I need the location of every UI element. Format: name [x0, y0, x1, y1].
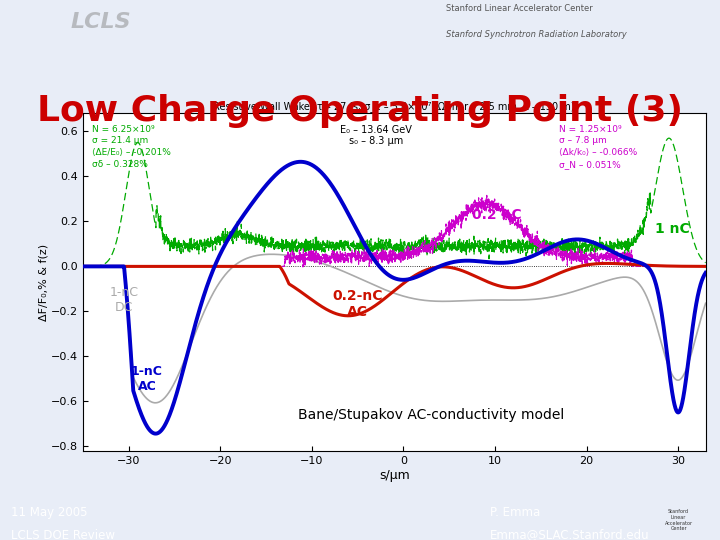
Text: P. Emma: P. Emma [490, 505, 540, 518]
Text: 1-nC
DC: 1-nC DC [109, 286, 138, 314]
Y-axis label: ΔF/F₀,% & f(z): ΔF/F₀,% & f(z) [38, 244, 48, 321]
Text: 0.2 nC: 0.2 nC [472, 208, 522, 222]
Text: Stanford Synchrotron Radiation Laboratory: Stanford Synchrotron Radiation Laborator… [446, 30, 627, 39]
Text: N = 1.25×10⁹
σ – 7.8 μm
⟨Δk/k₀⟩ – -0.066%
σ_N – 0.051%: N = 1.25×10⁹ σ – 7.8 μm ⟨Δk/k₀⟩ – -0.066… [559, 125, 637, 169]
X-axis label: s/μm: s/μm [379, 469, 410, 482]
Text: LCLS DOE Review: LCLS DOE Review [11, 529, 114, 540]
Text: E₀ – 13.64 GeV
s₀ – 8.3 μm: E₀ – 13.64 GeV s₀ – 8.3 μm [340, 125, 412, 146]
Text: Stanford Linear Accelerator Center: Stanford Linear Accelerator Center [446, 4, 593, 13]
Text: 0.2-nC
AC: 0.2-nC AC [333, 289, 383, 319]
Title: Resistive-Wall Wake (τ – 27 fs, σ_c – 5.8×10⁷ /Ω/m, r – 2.5 mm, L – 130 m): Resistive-Wall Wake (τ – 27 fs, σ_c – 5.… [213, 101, 575, 112]
Text: Bane/Stupakov AC-conductivity model: Bane/Stupakov AC-conductivity model [297, 408, 564, 422]
Text: Low Charge Operating Point (3): Low Charge Operating Point (3) [37, 94, 683, 129]
Text: Emma@SLAC.Stanford.edu: Emma@SLAC.Stanford.edu [490, 529, 649, 540]
Text: Stanford
Linear
Accelerator
Center: Stanford Linear Accelerator Center [665, 509, 693, 531]
Text: N = 6.25×10⁹
σ = 21.4 μm
⟨ΔE/E₀⟩ – -0.201%
σδ – 0.328%: N = 6.25×10⁹ σ = 21.4 μm ⟨ΔE/E₀⟩ – -0.20… [92, 125, 171, 169]
Text: 11 May 2005: 11 May 2005 [11, 505, 87, 518]
Text: 1 nC: 1 nC [655, 221, 690, 235]
Text: LCLS: LCLS [71, 12, 131, 32]
Text: 1-nC
AC: 1-nC AC [131, 365, 163, 393]
